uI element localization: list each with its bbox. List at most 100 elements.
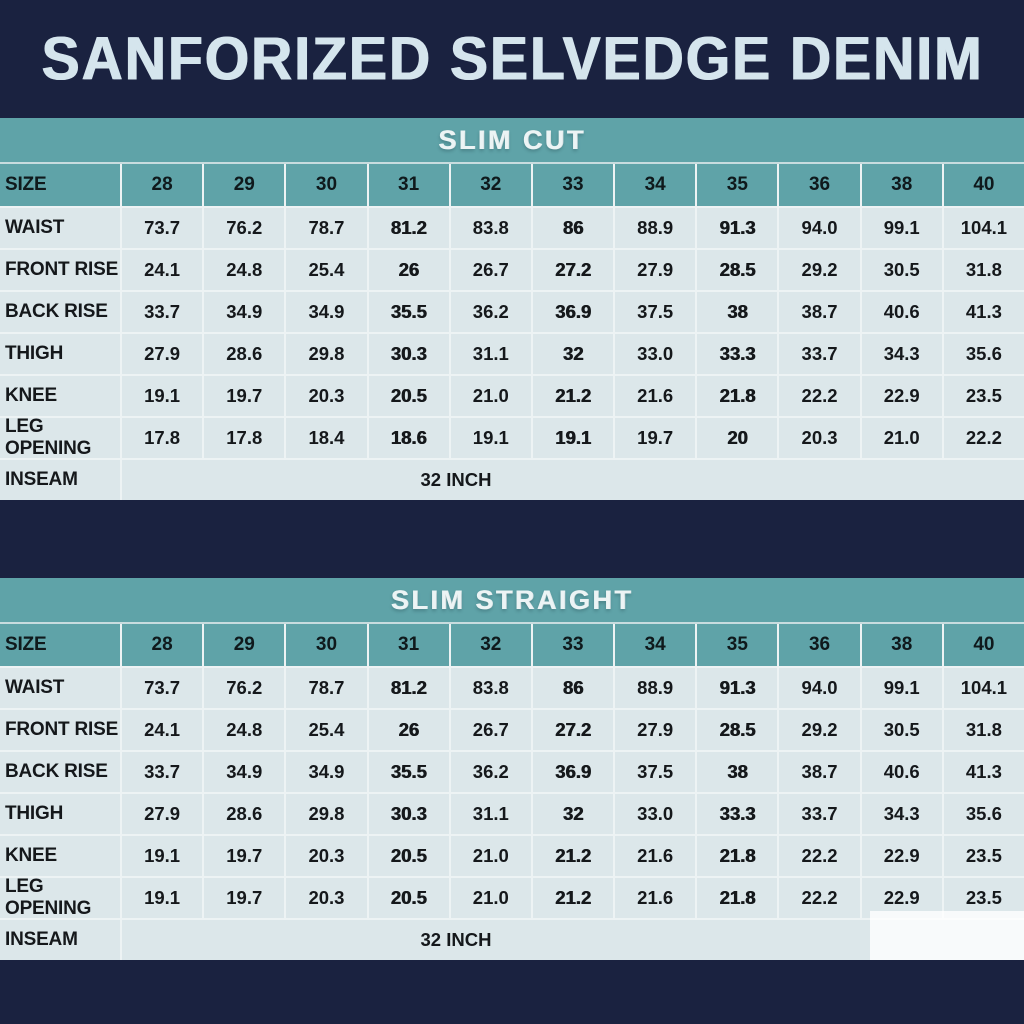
row-label: WAIST xyxy=(0,208,120,248)
value-cell: 91.3 xyxy=(697,208,778,248)
value-cell: 33.7 xyxy=(122,292,203,332)
value-cell: 34.3 xyxy=(861,334,942,374)
value-cell: 21.2 xyxy=(532,376,614,416)
inseam-label: INSEAM xyxy=(0,920,120,960)
row-label: THIGH xyxy=(0,334,120,374)
value-cell: 19.7 xyxy=(204,376,285,416)
value-cell: 33.7 xyxy=(779,334,860,374)
value-cell: 23.5 xyxy=(943,836,1024,876)
row-label: FRONT RISE xyxy=(0,250,120,290)
table-slim-straight: SLIM STRAIGHT SIZE 28 29 30 31 32 33 34 35 36 38 40… xyxy=(0,578,1024,960)
value-cell: 20.3 xyxy=(286,376,367,416)
value-cell: 19.1 xyxy=(122,376,203,416)
size-header-cell: 29 xyxy=(204,164,285,206)
value-cell: 25.4 xyxy=(286,250,367,290)
value-cell: 33.0 xyxy=(615,334,696,374)
value-cell: 19.1 xyxy=(532,418,614,458)
value-cell: 18.6 xyxy=(368,418,449,458)
size-header-cell: 29 xyxy=(204,624,285,666)
size-header-cell: 32 xyxy=(450,164,531,206)
value-cell: 33.7 xyxy=(779,794,860,834)
value-cell: 38 xyxy=(697,292,778,332)
value-cell: 28.6 xyxy=(204,794,285,834)
value-cell: 19.7 xyxy=(204,878,285,918)
size-header-cell: 31 xyxy=(368,624,449,666)
value-cell: 25.4 xyxy=(286,710,367,750)
row-label: FRONT RISE xyxy=(0,710,120,750)
value-cell: 31.8 xyxy=(943,710,1024,750)
value-cell: 88.9 xyxy=(615,668,696,708)
value-cell: 35.6 xyxy=(943,334,1024,374)
value-cell: 73.7 xyxy=(122,208,203,248)
value-cell: 18.4 xyxy=(286,418,367,458)
size-header-cell: 34 xyxy=(615,624,696,666)
size-header-cell: 31 xyxy=(368,164,449,206)
value-cell: 26.7 xyxy=(450,250,531,290)
row-label: LEG OPENING xyxy=(0,876,120,919)
size-header-cell: 40 xyxy=(943,624,1024,666)
value-cell: 83.8 xyxy=(450,208,531,248)
value-cell: 76.2 xyxy=(204,208,285,248)
value-cell: 20.5 xyxy=(368,376,449,416)
size-header-cell: 36 xyxy=(779,624,860,666)
size-header-cell: 33 xyxy=(532,624,614,666)
value-cell: 30.3 xyxy=(368,334,449,374)
row-label: BACK RISE xyxy=(0,752,120,792)
value-cell: 35.6 xyxy=(943,794,1024,834)
value-cell: 24.1 xyxy=(122,710,203,750)
value-cell: 19.1 xyxy=(122,836,203,876)
value-cell: 31.1 xyxy=(450,334,531,374)
value-cell: 40.6 xyxy=(861,292,942,332)
inseam-value: 32 INCH xyxy=(122,920,1024,960)
value-cell: 38.7 xyxy=(779,292,860,332)
value-cell: 31.8 xyxy=(943,250,1024,290)
value-cell: 26.7 xyxy=(450,710,531,750)
value-cell: 83.8 xyxy=(450,668,531,708)
value-cell: 104.1 xyxy=(943,668,1024,708)
value-cell: 29.8 xyxy=(286,334,367,374)
row-label: WAIST xyxy=(0,668,120,708)
value-cell: 27.2 xyxy=(532,710,614,750)
value-cell: 27.9 xyxy=(122,334,203,374)
row-label: KNEE xyxy=(0,376,120,416)
value-cell: 41.3 xyxy=(943,752,1024,792)
value-cell: 24.8 xyxy=(204,250,285,290)
value-cell: 29.2 xyxy=(779,250,860,290)
value-cell: 20.5 xyxy=(368,836,449,876)
slim-straight-grid: SIZE 28 29 30 31 32 33 34 35 36 38 40 WAIST 73.7 76.2 7… xyxy=(0,624,1024,960)
value-cell: 31.1 xyxy=(450,794,531,834)
value-cell: 24.1 xyxy=(122,250,203,290)
value-cell: 26 xyxy=(368,250,449,290)
value-cell: 19.7 xyxy=(615,418,696,458)
value-cell: 38 xyxy=(697,752,778,792)
section-divider xyxy=(0,500,1024,578)
row-label: BACK RISE xyxy=(0,292,120,332)
value-cell: 33.0 xyxy=(615,794,696,834)
value-cell: 21.2 xyxy=(532,878,614,918)
value-cell: 29.2 xyxy=(779,710,860,750)
slim-cut-grid: SIZE 28 29 30 31 32 33 34 35 36 38 40 WAIST 73.7 76.2 7… xyxy=(0,164,1024,500)
value-cell: 35.5 xyxy=(368,292,449,332)
value-cell: 20.3 xyxy=(779,418,860,458)
value-cell: 21.6 xyxy=(615,376,696,416)
value-cell: 22.9 xyxy=(861,376,942,416)
value-cell: 76.2 xyxy=(204,668,285,708)
value-cell: 22.9 xyxy=(861,836,942,876)
value-cell: 34.3 xyxy=(861,794,942,834)
value-cell: 32 xyxy=(532,794,614,834)
value-cell: 19.7 xyxy=(204,836,285,876)
size-header-cell: 38 xyxy=(861,164,942,206)
value-cell: 30.3 xyxy=(368,794,449,834)
value-cell: 28.5 xyxy=(697,250,778,290)
size-header-cell: 38 xyxy=(861,624,942,666)
value-cell: 78.7 xyxy=(286,208,367,248)
value-cell: 94.0 xyxy=(779,208,860,248)
size-header-cell: 36 xyxy=(779,164,860,206)
value-cell: 99.1 xyxy=(861,208,942,248)
value-cell: 37.5 xyxy=(615,752,696,792)
row-label: THIGH xyxy=(0,794,120,834)
table-slim-cut: SLIM CUT SIZE 28 29 30 31 32 33 34 35 36 38 40 WAIST… xyxy=(0,118,1024,500)
size-header-cell: 33 xyxy=(532,164,614,206)
value-cell: 23.5 xyxy=(943,376,1024,416)
